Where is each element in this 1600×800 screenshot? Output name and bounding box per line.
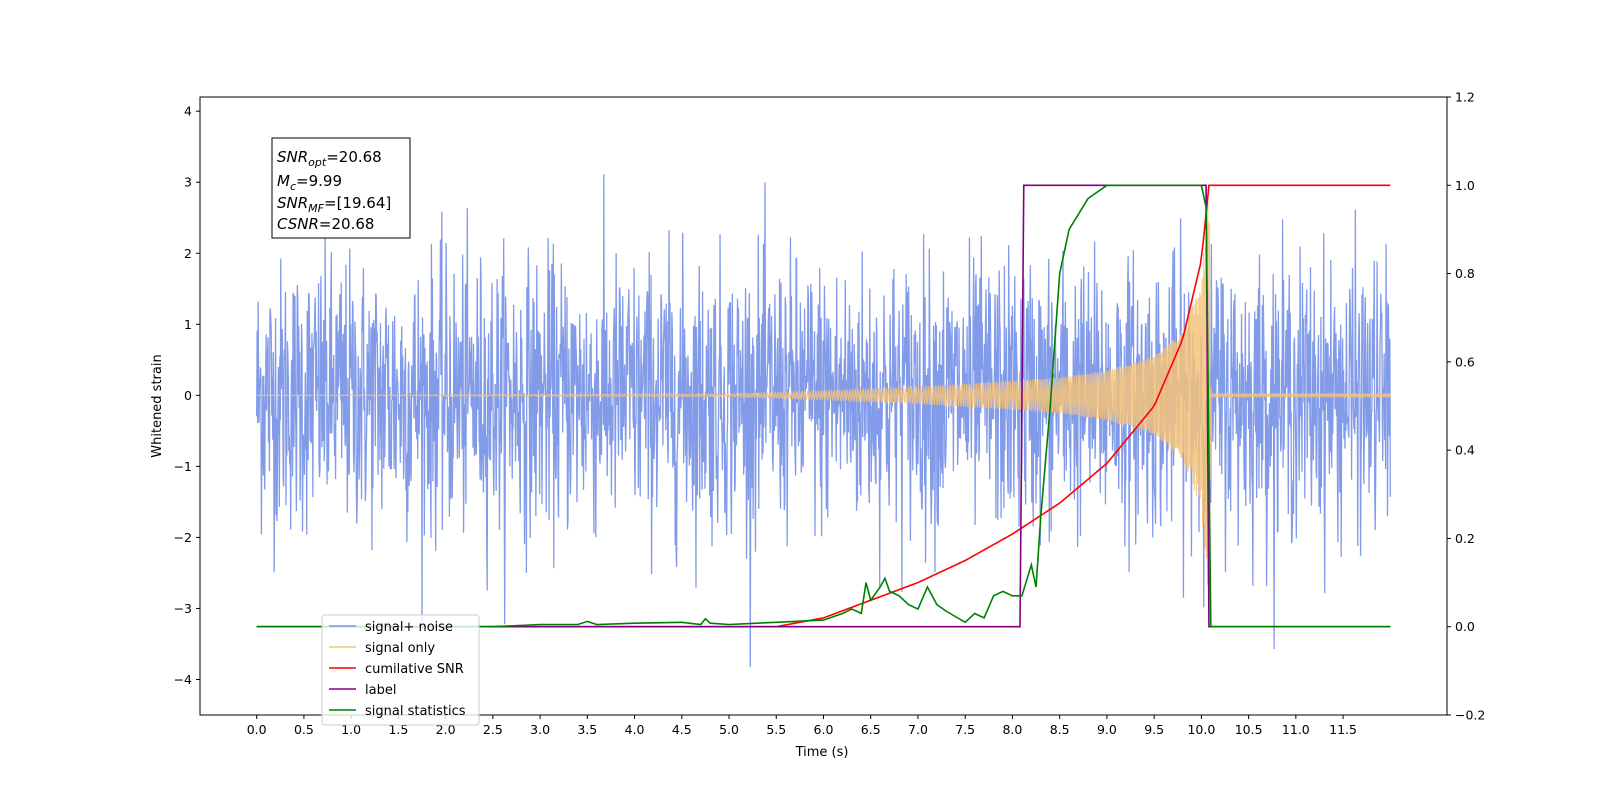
x-tick-label: 10.5 (1235, 722, 1263, 737)
y-right-tick-label: −0.2 (1455, 708, 1485, 723)
x-tick-label: 8.5 (1050, 722, 1070, 737)
svg-text:signal only: signal only (365, 641, 435, 656)
annotation-box: SNRopt=20.68 Mc=9.99 SNRMF=[19.64] CSNR=… (271, 137, 411, 239)
y-right-tick-label: 0.6 (1455, 354, 1475, 369)
y-axis-right: −0.2 0.0 0.2 0.4 0.6 0.8 1.0 1.2 (1447, 90, 1485, 723)
y-left-tick-label: −3 (174, 601, 192, 616)
legend: signal+ noise signal only cumilative SNR… (321, 614, 480, 726)
x-tick-label: 4.0 (625, 722, 645, 737)
annotation-mc: Mc=9.99 (277, 172, 342, 193)
svg-text:cumilative SNR: cumilative SNR (365, 662, 464, 677)
x-tick-label: 1.0 (341, 722, 361, 737)
annotation-snr-mf: SNRMF=[19.64] (277, 194, 391, 215)
svg-text:label: label (365, 683, 396, 698)
y-right-tick-label: 0.8 (1455, 266, 1475, 281)
x-tick-label: 0.5 (294, 722, 314, 737)
x-axis: 0.0 0.5 1.0 1.5 2.0 2.5 3.0 3.5 4.0 4.5 5.0 5.5 6.0 6… (247, 715, 1357, 737)
x-tick-label: 3.0 (530, 722, 550, 737)
x-tick-label: 11.0 (1282, 722, 1310, 737)
x-tick-label: 3.5 (577, 722, 597, 737)
series-signal-only (256, 200, 1391, 585)
legend-item-signal-only: signal only (329, 641, 435, 656)
y-axis-label: Whitened strain (150, 354, 165, 457)
legend-item-signal-noise: signal+ noise (329, 620, 453, 635)
x-tick-label: 8.0 (1002, 722, 1022, 737)
y-right-tick-label: 0.4 (1455, 443, 1475, 458)
data-layer (256, 174, 1391, 667)
svg-text:signal statistics: signal statistics (365, 704, 466, 719)
y-axis-left: −4 −3 −2 −1 0 1 2 3 4 (174, 104, 200, 687)
x-tick-label: 2.0 (436, 722, 456, 737)
legend-item-cumilative-snr: cumilative SNR (329, 662, 464, 677)
y-left-tick-label: 0 (184, 388, 192, 403)
series-signal-statistics (256, 184, 1391, 628)
y-left-tick-label: −1 (174, 459, 192, 474)
x-tick-label: 2.5 (483, 722, 503, 737)
x-tick-label: 11.5 (1329, 722, 1357, 737)
x-tick-label: 0.0 (247, 722, 267, 737)
x-axis-label: Time (s) (795, 745, 849, 760)
x-tick-label: 10.0 (1187, 722, 1215, 737)
y-left-tick-label: 2 (184, 246, 192, 261)
annotation-csnr: CSNR=20.68 (277, 215, 374, 233)
x-tick-label: 6.0 (814, 722, 834, 737)
y-left-tick-label: 1 (184, 317, 192, 332)
legend-item-signal-statistics: signal statistics (329, 704, 466, 719)
svg-text:signal+ noise: signal+ noise (365, 620, 453, 635)
y-right-tick-label: 0.2 (1455, 531, 1475, 546)
x-tick-label: 9.0 (1097, 722, 1117, 737)
x-tick-label: 9.5 (1144, 722, 1164, 737)
series-signal-noise (256, 174, 1391, 667)
y-left-tick-label: −2 (174, 530, 192, 545)
y-left-tick-label: −4 (174, 672, 192, 687)
x-tick-label: 5.0 (719, 722, 739, 737)
x-tick-label: 1.5 (388, 722, 408, 737)
x-tick-label: 7.0 (908, 722, 928, 737)
x-tick-label: 6.5 (861, 722, 881, 737)
y-right-tick-label: 1.0 (1455, 178, 1475, 193)
x-tick-label: 5.5 (766, 722, 786, 737)
y-left-tick-label: 3 (184, 175, 192, 190)
legend-item-label: label (329, 683, 396, 698)
annotation-snr-opt: SNRopt=20.68 (277, 148, 382, 169)
y-right-tick-label: 0.0 (1455, 619, 1475, 634)
x-tick-label: 7.5 (955, 722, 975, 737)
y-left-tick-label: 4 (184, 104, 192, 119)
y-right-tick-label: 1.2 (1455, 90, 1475, 105)
x-tick-label: 4.5 (672, 722, 692, 737)
